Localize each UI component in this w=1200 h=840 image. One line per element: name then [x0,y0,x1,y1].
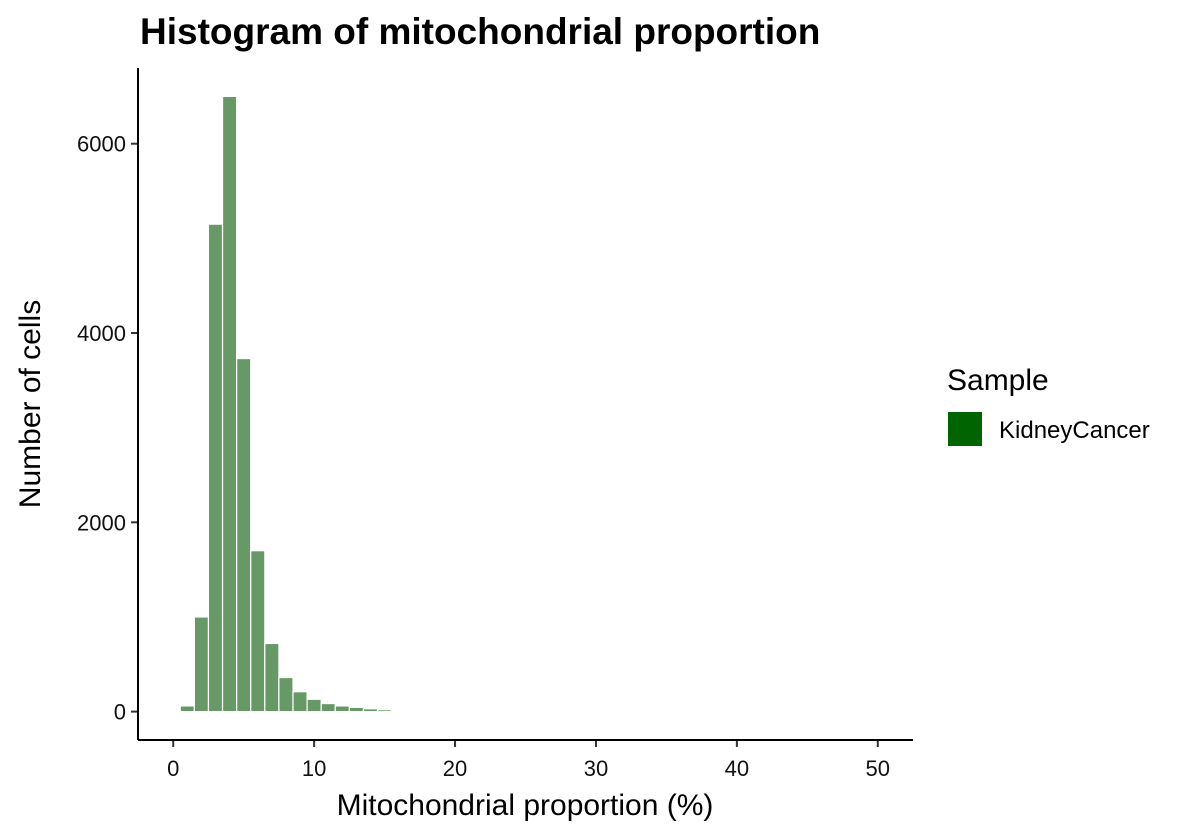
histogram-bar [193,616,210,713]
histogram-bar [856,710,872,713]
histogram-bar [644,710,660,713]
histogram-bar [771,710,787,713]
histogram-bar [785,710,801,713]
histogram-bar [419,710,435,713]
legend-title: Sample [947,364,1049,397]
histogram-bar [221,95,238,713]
histogram-bar [405,710,421,713]
histogram-bar [630,710,646,713]
histogram-bar [165,710,181,713]
histogram-bar [588,710,604,713]
x-tick-label: 50 [866,756,890,781]
histogram-bar [870,710,886,713]
histogram-bar [489,710,505,713]
y-tick-label: 2000 [77,510,126,535]
histogram-bar [207,223,224,713]
histogram-bar [348,706,365,713]
histogram-bar [531,711,548,713]
histogram-bar [236,357,252,713]
histogram-bar [306,698,322,713]
x-tick-label: 0 [167,756,179,781]
x-axis-ticks: 0 10 20 30 40 50 [167,740,890,781]
y-tick-label: 6000 [77,132,126,157]
y-axis-label: Number of cells [14,300,47,508]
legend: Sample KidneyCancer [947,364,1150,446]
legend-label-kidneycancer: KidneyCancer [999,417,1150,444]
histogram-bar [813,710,830,713]
histogram-bar [250,550,266,713]
histogram-bar [729,710,745,713]
histogram-bar [686,710,703,713]
histogram-bar [362,708,379,713]
y-tick-label: 0 [114,700,126,725]
x-tick-label: 30 [584,756,608,781]
histogram-bar [841,710,858,713]
x-tick-label: 20 [443,756,467,781]
histogram-bar [503,710,520,713]
histogram-bar [475,710,491,713]
histogram-bar [799,710,815,713]
histogram-bar [560,711,576,713]
histogram-bar [447,710,463,713]
histogram-bar [391,709,407,713]
histogram-bar [334,705,350,713]
histogram-bar [376,709,393,713]
histogram-bar [179,705,195,713]
histogram-bar [701,710,717,713]
x-tick-label: 10 [302,756,326,781]
legend-key-kidneycancer [948,412,982,446]
histogram-bar [602,710,618,713]
histogram-bar [757,710,773,713]
histogram-bar [827,710,844,713]
histogram-bar [546,710,562,713]
histogram-bar [658,710,675,713]
histogram-bar [278,676,294,713]
histogram-bar [672,710,689,713]
histogram-bar [743,710,759,713]
histogram-bar [574,710,590,713]
histogram-bar [461,710,477,713]
histogram-bar [616,710,632,713]
histogram-bar [433,710,449,713]
y-axis-ticks: 0 2000 4000 6000 [77,132,138,725]
histogram-bar [320,702,336,713]
histogram-bar [264,642,280,713]
x-tick-label: 40 [725,756,749,781]
histogram-bar [715,710,731,713]
x-axis-label: Mitochondrial proportion (%) [337,789,714,822]
histogram-bar [292,691,308,713]
chart-title: Histogram of mitochondrial proportion [140,11,820,52]
y-tick-label: 4000 [77,321,126,346]
histogram-bar [517,710,534,713]
bars-group [165,95,886,713]
